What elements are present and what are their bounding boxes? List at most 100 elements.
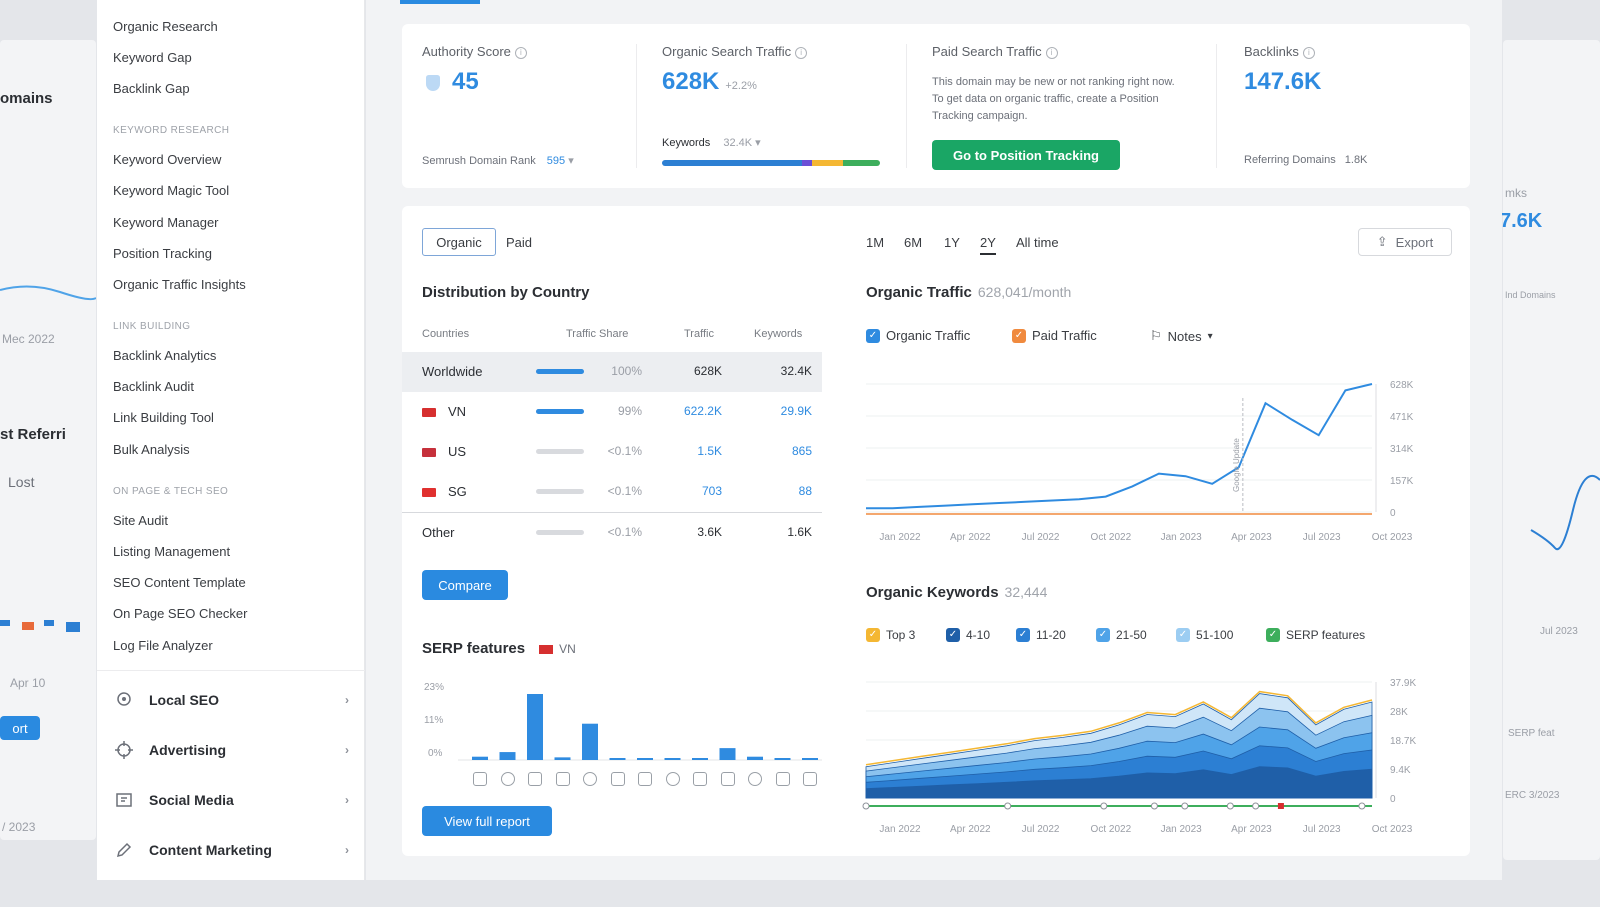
- serp-feature-icon[interactable]: [610, 772, 625, 786]
- note-marker[interactable]: [1277, 803, 1284, 809]
- serp-bar[interactable]: [719, 748, 736, 760]
- google-update-marker[interactable]: [1100, 802, 1108, 810]
- info-icon[interactable]: i: [514, 46, 527, 59]
- sidebar-item-link-building-tool[interactable]: Link Building Tool: [113, 410, 214, 425]
- serp-feature-icon[interactable]: [775, 772, 790, 786]
- export-button[interactable]: ⇪ Export: [1358, 228, 1452, 256]
- background-button: ort: [0, 716, 40, 740]
- serp-bar[interactable]: [802, 758, 818, 760]
- traffic-cell[interactable]: 703: [701, 484, 722, 498]
- sidebar-item-position-tracking[interactable]: Position Tracking: [113, 246, 212, 261]
- sidebar-item-keyword-overview[interactable]: Keyword Overview: [113, 152, 222, 167]
- serp-feature-icon[interactable]: [555, 772, 570, 786]
- legend-organic-traffic[interactable]: ✓ Organic Traffic: [866, 328, 970, 343]
- table-row[interactable]: US <0.1% 1.5K 865: [402, 432, 822, 472]
- serp-feature-icon[interactable]: [638, 772, 652, 786]
- series-top-edge[interactable]: [865, 690, 1373, 766]
- legend-11-20[interactable]: ✓ 11-20: [1016, 628, 1066, 642]
- sidebar-item-keyword-manager[interactable]: Keyword Manager: [113, 215, 219, 230]
- serp-bar[interactable]: [692, 758, 708, 760]
- sidebar-item-backlink-analytics[interactable]: Backlink Analytics: [113, 348, 217, 363]
- period-1y[interactable]: 1Y: [944, 235, 960, 250]
- sidebar-item-organic-research[interactable]: Organic Research: [113, 19, 218, 34]
- legend-serp-features[interactable]: ✓ SERP features: [1266, 628, 1365, 642]
- go-to-position-tracking-button[interactable]: Go to Position Tracking: [932, 140, 1120, 170]
- serp-feature-icon[interactable]: [473, 772, 487, 786]
- keywords-cell[interactable]: 29.9K: [780, 404, 812, 418]
- period-1m[interactable]: 1M: [866, 235, 885, 250]
- legend-paid-traffic[interactable]: ✓ Paid Traffic: [1012, 328, 1097, 343]
- google-update-marker[interactable]: [1181, 802, 1189, 810]
- legend-51-100[interactable]: ✓ 51-100: [1176, 628, 1233, 642]
- info-icon[interactable]: i: [795, 46, 808, 59]
- series-top-3[interactable]: [865, 766, 1373, 799]
- sidebar-item-on-page-seo-checker[interactable]: On Page SEO Checker: [113, 606, 248, 621]
- info-icon[interactable]: i: [1302, 46, 1315, 59]
- serp-bar[interactable]: [582, 723, 598, 760]
- legend-21-50[interactable]: ✓ 21-50: [1096, 628, 1147, 642]
- period-6m[interactable]: 6M: [904, 235, 923, 250]
- background-domains-title: omains: [0, 90, 53, 107]
- checkbox-icon: ✓: [946, 628, 960, 642]
- serp-bar[interactable]: [554, 757, 571, 760]
- serp-bar[interactable]: [499, 752, 516, 760]
- sidebar-group-social-media[interactable]: Social Media ›: [113, 788, 349, 812]
- google-update-marker[interactable]: [1004, 802, 1012, 810]
- sidebar-item-backlink-audit[interactable]: Backlink Audit: [113, 379, 194, 394]
- traffic-cell[interactable]: 1.5K: [697, 444, 722, 458]
- table-row[interactable]: VN 99% 622.2K 29.9K: [402, 392, 822, 432]
- sidebar-item-listing-management[interactable]: Listing Management: [113, 544, 231, 559]
- serp-bar[interactable]: [664, 758, 681, 760]
- sidebar-item-log-file-analyzer[interactable]: Log File Analyzer: [113, 638, 213, 653]
- sidebar-item-seo-content-template[interactable]: SEO Content Template: [113, 575, 246, 590]
- serp-bar[interactable]: [747, 756, 763, 760]
- compare-button[interactable]: Compare: [422, 570, 508, 600]
- sidebar-group-advertising[interactable]: Advertising ›: [113, 738, 349, 762]
- sidebar-item-keyword-gap[interactable]: Keyword Gap: [113, 50, 192, 65]
- serp-bar[interactable]: [774, 758, 791, 760]
- table-row-worldwide[interactable]: Worldwide 100% 628K 32.4K: [402, 352, 822, 392]
- serp-feature-icon[interactable]: [528, 772, 542, 786]
- serp-bar[interactable]: [472, 756, 488, 760]
- sidebar-item-bulk-analysis[interactable]: Bulk Analysis: [113, 442, 190, 457]
- country-flag-icon: [422, 448, 436, 458]
- serp-feature-icon[interactable]: [803, 772, 817, 786]
- traffic-cell[interactable]: 622.2K: [683, 404, 722, 418]
- google-update-marker[interactable]: [1226, 802, 1234, 810]
- organic-traffic-series[interactable]: [866, 383, 1373, 510]
- table-row[interactable]: Other <0.1% 3.6K 1.6K: [402, 512, 822, 552]
- serp-bar[interactable]: [637, 758, 653, 760]
- keywords-cell[interactable]: 88: [798, 484, 812, 498]
- google-update-marker[interactable]: [1358, 802, 1366, 810]
- google-update-marker[interactable]: [1150, 802, 1158, 810]
- sidebar-group-content-marketing[interactable]: Content Marketing ›: [113, 838, 349, 862]
- tab-organic[interactable]: Organic: [422, 228, 496, 256]
- view-full-report-button[interactable]: View full report: [422, 806, 552, 836]
- period-2y[interactable]: 2Y: [980, 235, 996, 255]
- serp-feature-icon[interactable]: [500, 772, 515, 786]
- chevron-right-icon: ›: [345, 793, 349, 807]
- serp-feature-icon[interactable]: [748, 772, 762, 786]
- tab-paid[interactable]: Paid: [506, 235, 533, 250]
- serp-bar[interactable]: [527, 694, 543, 760]
- table-row[interactable]: SG <0.1% 703 88: [402, 472, 822, 512]
- serp-bar[interactable]: [609, 758, 626, 760]
- serp-feature-icon[interactable]: [693, 772, 707, 786]
- google-update-marker[interactable]: [1252, 802, 1260, 810]
- keywords-cell[interactable]: 865: [791, 444, 812, 458]
- serp-feature-icon[interactable]: [665, 772, 680, 786]
- sidebar-group-local-seo[interactable]: Local SEO ›: [113, 688, 349, 712]
- sidebar-item-organic-traffic-insights[interactable]: Organic Traffic Insights: [113, 277, 246, 292]
- sidebar-item-site-audit[interactable]: Site Audit: [113, 513, 168, 528]
- sidebar-item-backlink-gap[interactable]: Backlink Gap: [113, 81, 190, 96]
- sidebar-item-keyword-magic-tool[interactable]: Keyword Magic Tool: [113, 183, 230, 198]
- google-update-marker[interactable]: [862, 802, 870, 810]
- period-all-time[interactable]: All time: [1016, 235, 1059, 250]
- notes-dropdown[interactable]: ⚐ Notes ▾: [1150, 328, 1213, 344]
- serp-feature-icon[interactable]: [583, 772, 597, 786]
- legend-top-3[interactable]: ✓ Top 3: [866, 628, 915, 642]
- col-countries: Countries: [422, 328, 470, 340]
- info-icon[interactable]: i: [1045, 46, 1058, 59]
- legend-4-10[interactable]: ✓ 4-10: [946, 628, 990, 642]
- serp-feature-icon[interactable]: [720, 772, 735, 786]
